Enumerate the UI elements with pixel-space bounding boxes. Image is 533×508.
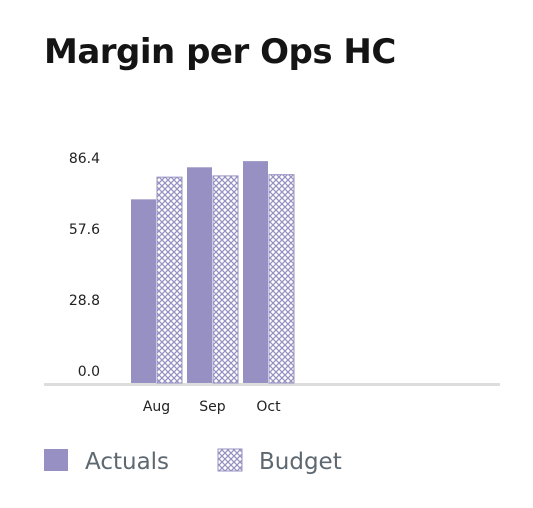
bar-actuals-oct — [243, 161, 268, 383]
bar-budget-sep — [212, 175, 239, 384]
legend-swatch-actuals — [44, 449, 68, 471]
bar-budget-aug — [156, 176, 183, 384]
bar-budget-oct — [268, 174, 295, 384]
y-tick-label: 86.4 — [69, 151, 100, 167]
x-tick-label: Oct — [256, 399, 281, 415]
y-tick-label: 0.0 — [78, 364, 100, 380]
legend-label-budget: Budget — [259, 449, 342, 475]
bar-actuals-aug — [131, 199, 156, 383]
x-tick-label: Sep — [199, 399, 226, 415]
y-tick-label: 28.8 — [69, 293, 100, 309]
legend-label-actuals: Actuals — [85, 449, 169, 475]
chart-title: Margin per Ops HC — [44, 32, 396, 72]
bar-actuals-sep — [187, 167, 212, 383]
y-tick-label: 57.6 — [69, 222, 100, 238]
x-tick-label: Aug — [143, 399, 170, 415]
legend-swatch-budget — [217, 448, 243, 472]
